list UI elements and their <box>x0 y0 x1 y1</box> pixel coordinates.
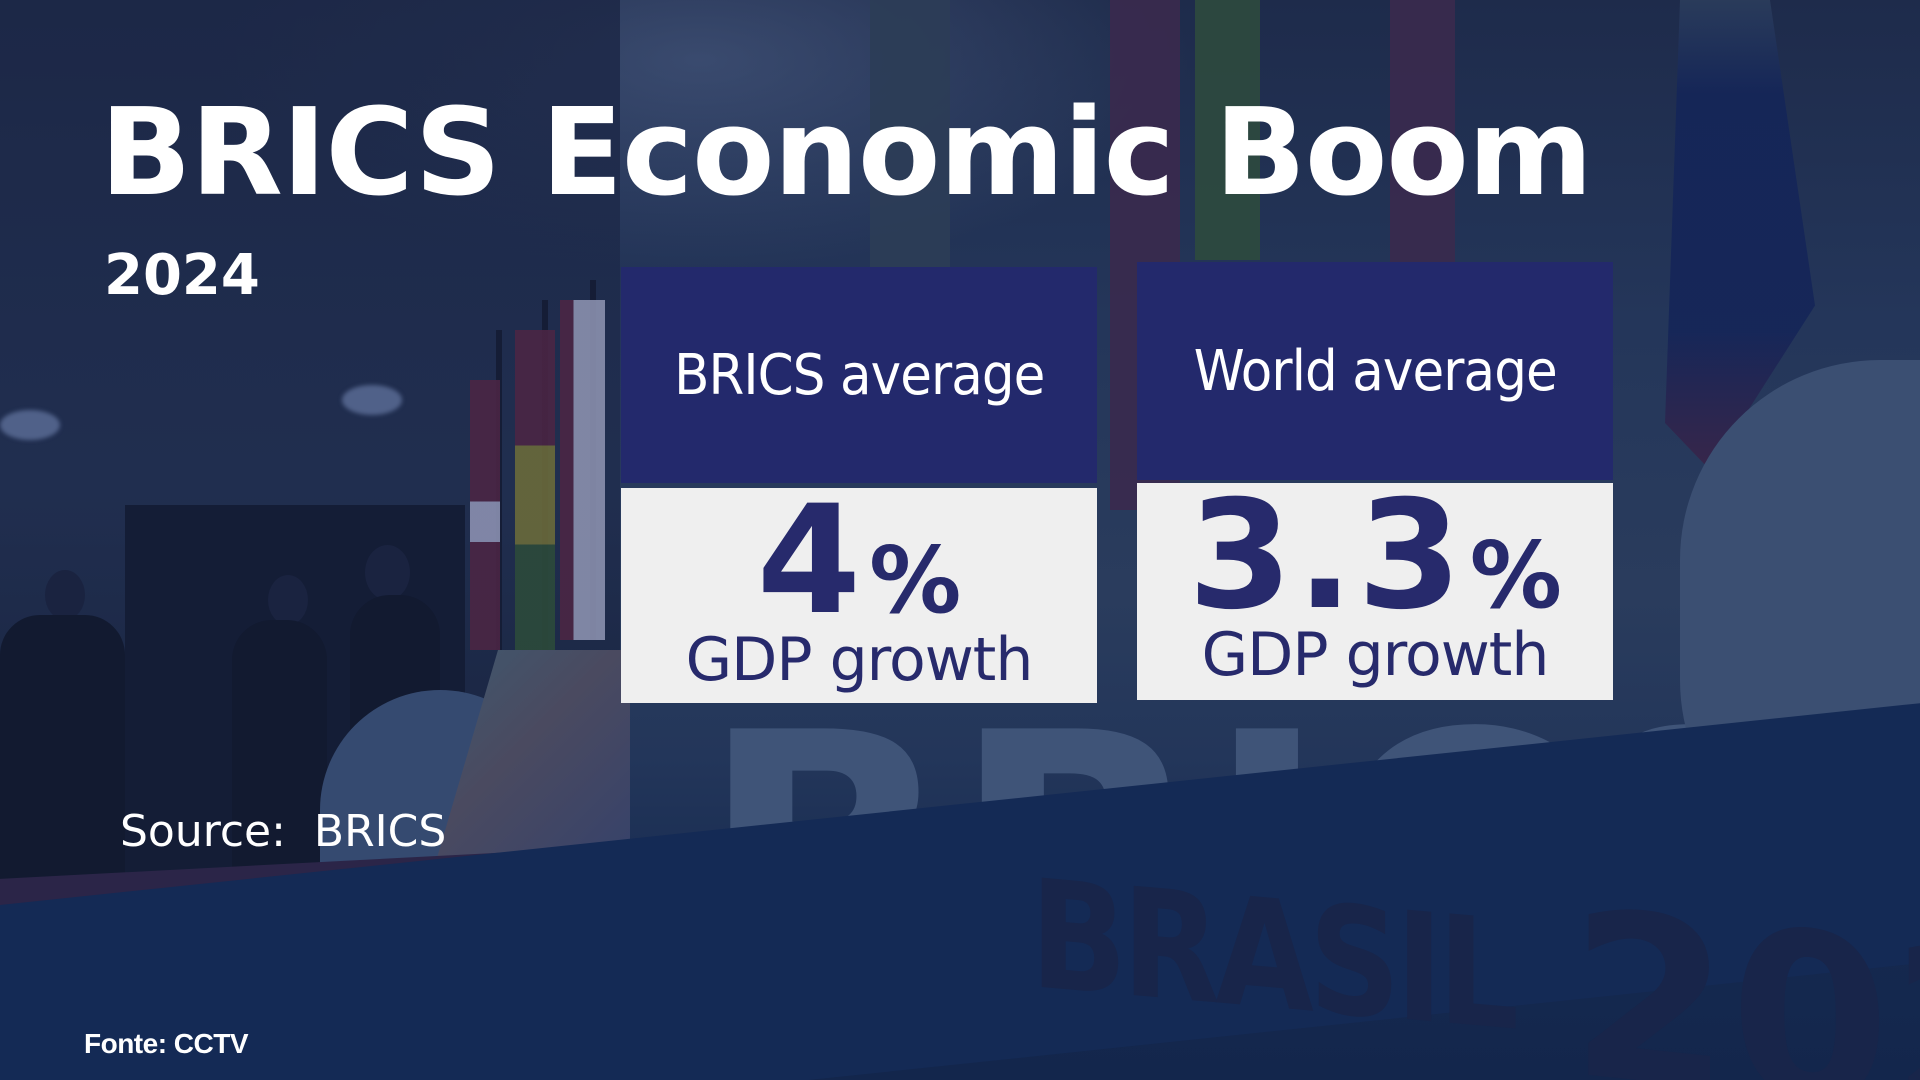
card-header: World average <box>1137 262 1613 480</box>
stat-card-brics: BRICS average 4 % GDP growth <box>621 267 1097 703</box>
graphic-title: BRICS Economic Boom <box>100 84 1593 223</box>
flag <box>1195 0 1260 260</box>
card-body: 4 % GDP growth <box>621 486 1097 703</box>
flag <box>470 380 500 650</box>
card-body: 3.3 % GDP growth <box>1137 481 1613 700</box>
stat-value: 3.3 % <box>1137 481 1613 631</box>
stat-unit: % <box>869 527 962 634</box>
stat-unit: % <box>1469 522 1562 629</box>
card-header-label: BRICS average <box>673 342 1045 408</box>
image-credit: Fonte: CCTV <box>84 1028 249 1059</box>
stat-card-world: World average 3.3 % GDP growth <box>1137 262 1613 700</box>
stat-number: 4 <box>756 474 866 648</box>
sign-brasil: BRASIL <box>1030 848 1514 1065</box>
sign-year: 202 <box>1570 861 1920 1080</box>
stat-value: 4 % <box>621 486 1097 636</box>
person-head <box>365 545 410 600</box>
card-header-label: World average <box>1193 338 1558 404</box>
flag <box>515 330 555 660</box>
source-note: Source: BRICS <box>120 806 447 857</box>
stat-label: GDP growth <box>1201 620 1550 690</box>
person-silhouette <box>0 615 125 905</box>
flag <box>870 0 950 270</box>
flag <box>1390 0 1455 300</box>
stat-label: GDP growth <box>685 625 1034 695</box>
person-head <box>268 575 308 625</box>
stat-number: 3.3 <box>1188 469 1466 643</box>
ceiling-light <box>0 410 60 440</box>
person-head <box>45 570 85 620</box>
person-silhouette <box>232 620 327 900</box>
card-header: BRICS average <box>621 267 1097 483</box>
ceiling-light <box>342 385 402 415</box>
flag <box>560 300 605 640</box>
graphic-year: 2024 <box>104 243 260 308</box>
